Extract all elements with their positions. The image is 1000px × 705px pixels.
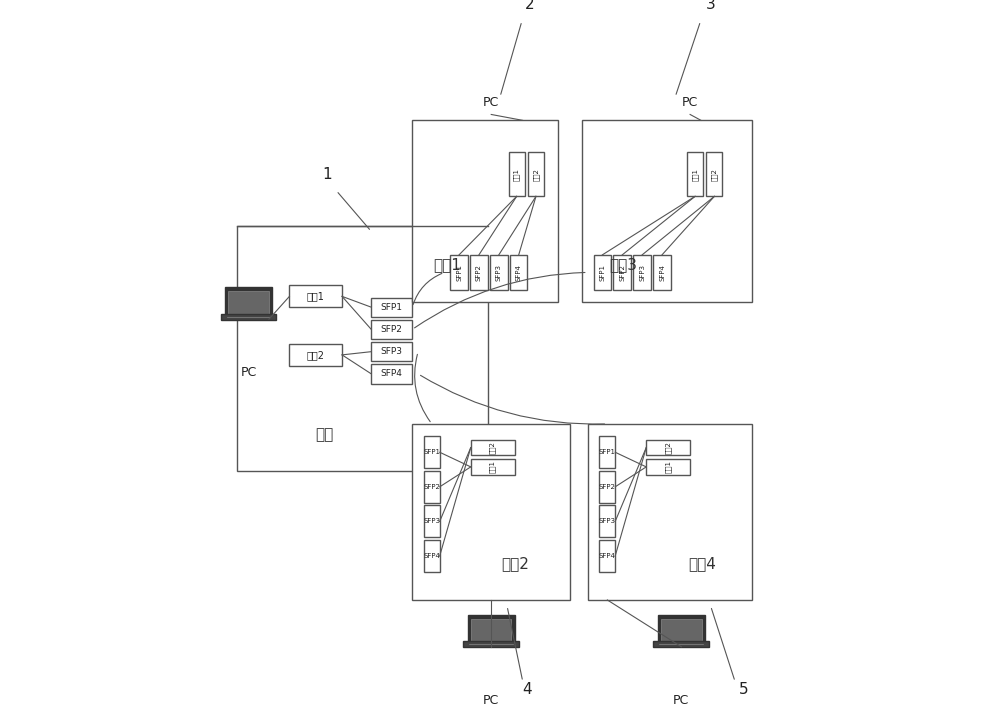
Text: SFP3: SFP3 [423,518,440,525]
Text: 4: 4 [523,682,532,697]
FancyBboxPatch shape [653,255,671,290]
FancyBboxPatch shape [687,152,703,197]
FancyBboxPatch shape [237,226,488,471]
Text: 网卡1: 网卡1 [489,460,496,473]
Text: SFP4: SFP4 [381,369,403,379]
Text: SFP2: SFP2 [599,484,616,490]
Text: SFP4: SFP4 [516,264,522,281]
Text: 近端: 近端 [316,427,334,442]
Text: SFP2: SFP2 [619,264,625,281]
Text: SFP3: SFP3 [639,264,645,281]
FancyBboxPatch shape [509,152,525,197]
FancyBboxPatch shape [594,255,611,290]
Text: SFP4: SFP4 [659,264,665,281]
FancyBboxPatch shape [599,471,615,503]
Text: SFP2: SFP2 [476,264,482,281]
Text: PC: PC [483,96,499,109]
Text: PC: PC [682,96,698,109]
FancyBboxPatch shape [599,505,615,537]
FancyBboxPatch shape [670,34,710,58]
FancyBboxPatch shape [371,364,412,384]
FancyBboxPatch shape [289,286,342,307]
Text: SFP4: SFP4 [423,553,440,559]
Text: PC: PC [673,694,689,705]
Text: 网卡2: 网卡2 [307,350,325,360]
FancyBboxPatch shape [470,255,488,290]
FancyBboxPatch shape [371,298,412,317]
Text: SFP1: SFP1 [456,264,462,281]
Text: 网卡1: 网卡1 [513,168,520,181]
FancyBboxPatch shape [228,291,269,315]
Text: 网卡2: 网卡2 [665,441,671,454]
Text: 网卡1: 网卡1 [692,168,698,181]
Text: 远端3: 远端3 [609,257,637,272]
FancyBboxPatch shape [221,314,276,320]
FancyBboxPatch shape [646,440,690,455]
Text: 5: 5 [739,682,748,697]
Text: SFP4: SFP4 [599,553,616,559]
Text: SFP2: SFP2 [423,484,440,490]
Text: 网卡2: 网卡2 [533,168,539,181]
FancyBboxPatch shape [653,642,709,647]
FancyBboxPatch shape [371,320,412,339]
FancyBboxPatch shape [471,440,515,455]
FancyBboxPatch shape [471,618,511,643]
FancyBboxPatch shape [666,30,714,61]
FancyBboxPatch shape [468,615,515,646]
FancyBboxPatch shape [528,152,544,197]
FancyBboxPatch shape [633,255,651,290]
Text: 1: 1 [323,167,332,182]
FancyBboxPatch shape [468,30,515,61]
Text: SFP1: SFP1 [423,449,440,455]
FancyBboxPatch shape [706,152,722,197]
FancyBboxPatch shape [613,255,631,290]
FancyBboxPatch shape [424,540,440,572]
Text: SFP1: SFP1 [381,302,403,312]
FancyBboxPatch shape [412,424,570,600]
Text: 网卡2: 网卡2 [711,168,718,181]
FancyBboxPatch shape [646,459,690,474]
FancyBboxPatch shape [582,121,752,302]
Text: 2: 2 [524,0,534,12]
FancyBboxPatch shape [599,540,615,572]
FancyBboxPatch shape [510,255,527,290]
FancyBboxPatch shape [471,34,511,58]
FancyBboxPatch shape [424,505,440,537]
FancyBboxPatch shape [463,56,519,63]
FancyBboxPatch shape [225,288,272,319]
FancyBboxPatch shape [599,436,615,468]
Text: 远端4: 远端4 [688,556,716,571]
Text: 3: 3 [706,0,716,12]
FancyBboxPatch shape [588,424,752,600]
Text: SFP3: SFP3 [381,347,403,356]
Text: PC: PC [240,366,257,379]
Text: PC: PC [483,694,499,705]
FancyBboxPatch shape [371,342,412,362]
FancyBboxPatch shape [289,344,342,366]
FancyBboxPatch shape [450,255,468,290]
FancyBboxPatch shape [658,615,705,646]
Text: SFP1: SFP1 [599,264,605,281]
Text: SFP3: SFP3 [599,518,616,525]
Text: SFP3: SFP3 [496,264,502,281]
Text: 网卡1: 网卡1 [307,291,325,301]
FancyBboxPatch shape [661,618,702,643]
Text: 远端1: 远端1 [433,257,461,272]
FancyBboxPatch shape [424,436,440,468]
FancyBboxPatch shape [424,471,440,503]
FancyBboxPatch shape [471,459,515,474]
Text: SFP2: SFP2 [381,325,403,334]
FancyBboxPatch shape [412,121,558,302]
Text: 远端2: 远端2 [501,556,529,571]
Text: 网卡1: 网卡1 [665,460,671,473]
FancyBboxPatch shape [662,56,718,63]
Text: 网卡2: 网卡2 [489,441,496,454]
FancyBboxPatch shape [490,255,508,290]
Text: SFP1: SFP1 [599,449,616,455]
FancyBboxPatch shape [463,642,519,647]
